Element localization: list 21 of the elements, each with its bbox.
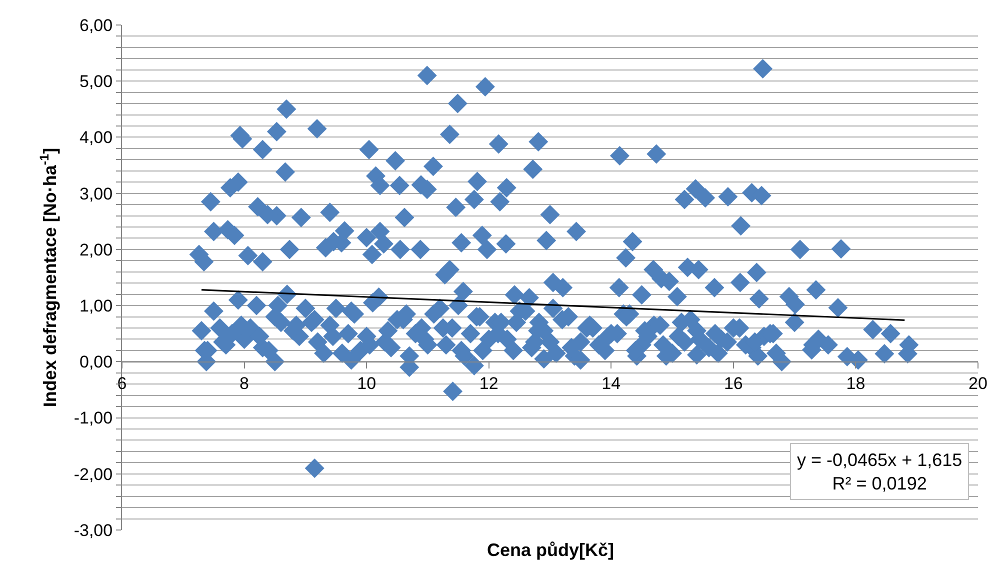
x-tick-label: 16 [724,374,743,394]
x-tick-label: 12 [479,374,498,394]
annotation: R² = 0,0192 [832,473,927,494]
annotation: y = -0,0465x + 1,615 [797,450,962,470]
x-tick-label: 14 [602,374,621,394]
x-tick-label: 8 [240,374,250,394]
y-tick-label: 4,00 [80,128,113,148]
x-tick-label: 10 [357,374,376,394]
y-tick-label: 0,00 [80,352,113,372]
y-tick-label: -2,00 [74,464,113,484]
x-tick-label: 6 [117,374,127,394]
x-axis-title: Cena půdy[Kč] [487,540,614,560]
y-tick-label: 6,00 [80,16,113,35]
y-tick-label: 5,00 [80,72,113,92]
x-tick-label: 20 [968,374,988,394]
y-tick-label: -3,00 [74,520,113,540]
y-tick-label: -1,00 [74,408,113,428]
y-tick-label: 3,00 [80,184,113,204]
x-tick-label: 18 [846,374,866,394]
y-tick-label: 2,00 [80,240,113,260]
y-tick-label: 1,00 [80,296,113,316]
